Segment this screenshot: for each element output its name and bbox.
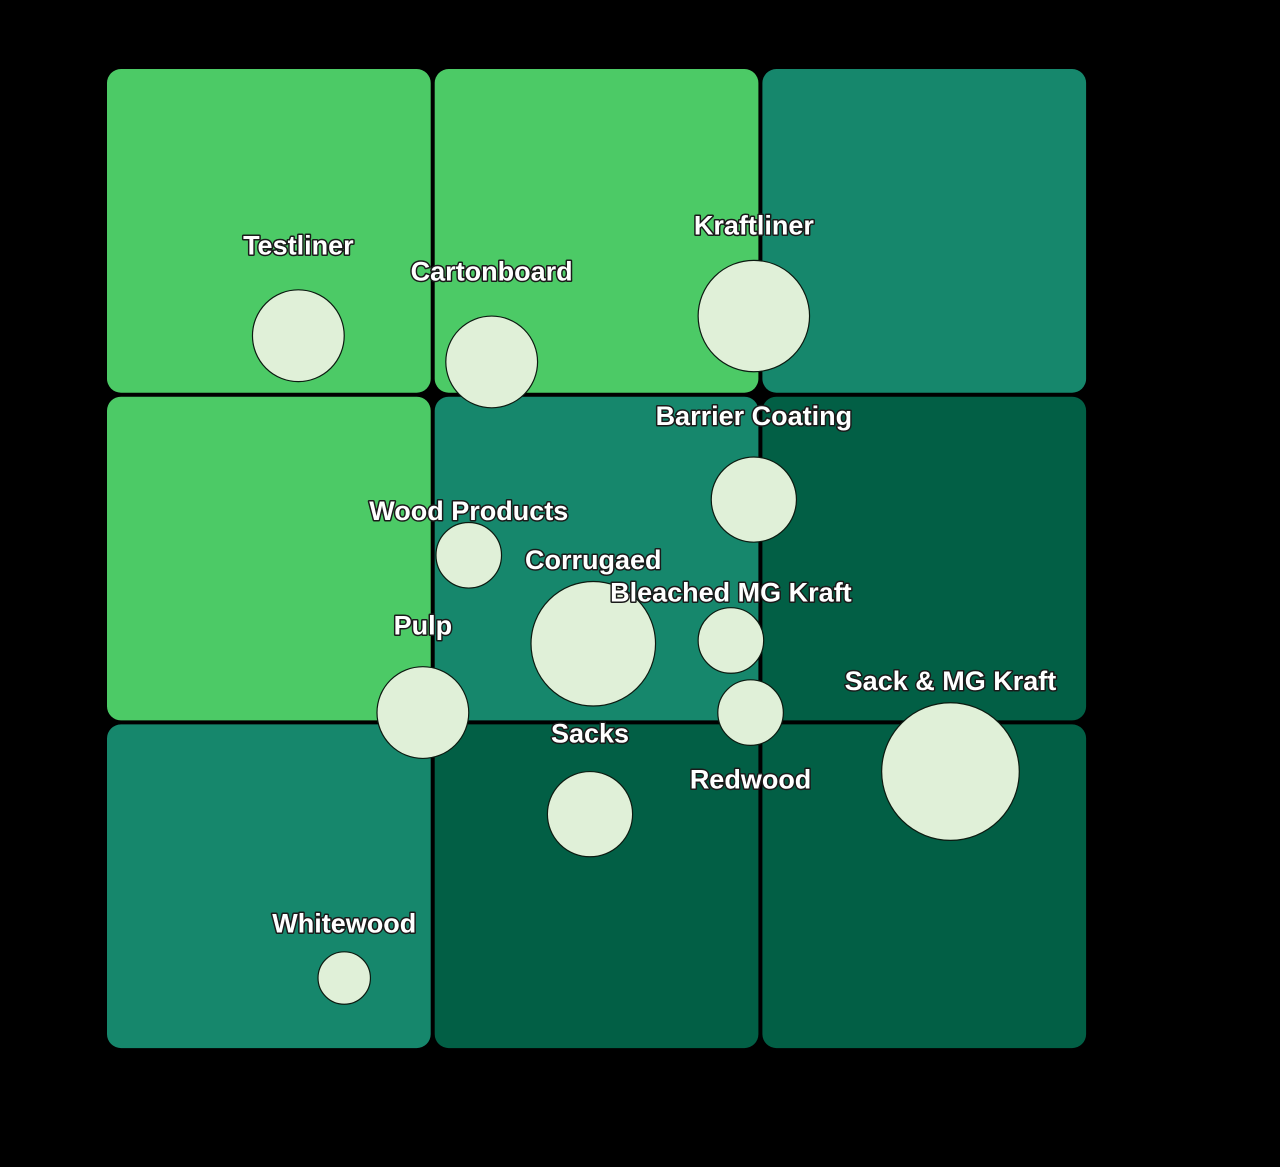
bubble-whitewood [317, 951, 372, 1005]
bubble-pulp [376, 666, 470, 760]
bubble-sacks [546, 770, 634, 858]
bubbles [251, 259, 1020, 1005]
bubble-labels: Testliner Cartonboard Kraftliner Barrier Co… [242, 209, 1058, 940]
bubble-label-sack-mg-kraft: Sack & MG Kraft [845, 666, 1057, 696]
bubble-sack-mg-kraft [881, 702, 1020, 841]
bubble-redwood [717, 679, 784, 746]
bubble-barrier-coating [710, 456, 798, 543]
matrix-cell-r1-c2 [762, 396, 1087, 721]
bubble-kraftliner [697, 259, 811, 373]
bubble-label-cartonboard: Cartonboard [411, 257, 573, 287]
bubble-label-barrier-coating: Barrier Coating [656, 401, 853, 431]
bubble-label-sacks: Sacks [551, 719, 629, 749]
matrix-cell-r1-c0 [107, 396, 431, 721]
bubble-label-wood-products: Wood Products [369, 496, 568, 526]
bubble-wood-products [435, 521, 503, 589]
bubble-testliner [251, 289, 345, 383]
matrix-cell-r2-c1 [434, 724, 759, 1049]
bubble-label-pulp: Pulp [394, 610, 453, 640]
bubble-label-redwood: Redwood [690, 765, 812, 795]
matrix-cell-r2-c0 [107, 724, 431, 1049]
bubble-label-kraftliner: Kraftliner [694, 211, 815, 241]
bubble-label-testliner: Testliner [243, 230, 354, 260]
matrix-cell-r0-c0 [107, 69, 431, 393]
matrix-cell-r1-c1 [434, 396, 759, 721]
matrix-cell-r0-c2 [762, 69, 1087, 393]
matrix-cells [107, 69, 1087, 1049]
bubble-label-whitewood: Whitewood [272, 909, 416, 939]
bubble-bleached-mg-kraft [697, 607, 765, 674]
bubble-label-corrugaed: Corrugaed [525, 545, 662, 575]
bubble-corrugaed [530, 580, 657, 707]
matrix-cell-r0-c1 [434, 69, 759, 393]
bubble-label-bleached-mg-kraft: Bleached MG Kraft [610, 578, 852, 608]
bubble-cartonboard [445, 315, 539, 409]
